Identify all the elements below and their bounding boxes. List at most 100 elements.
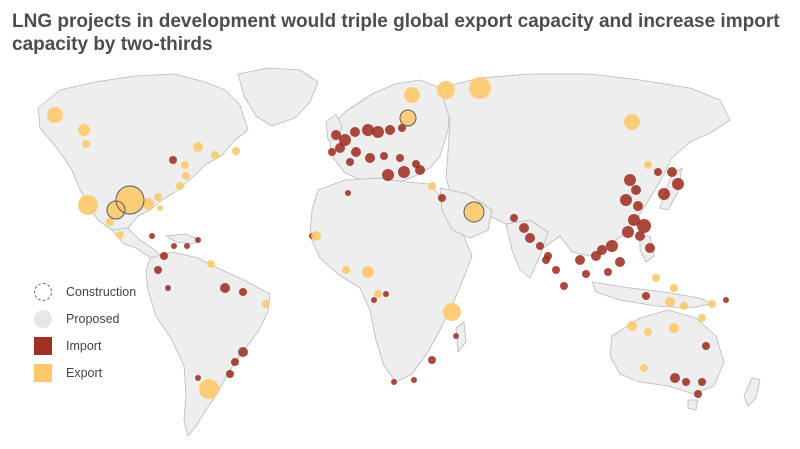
export-project-marker bbox=[207, 260, 215, 268]
import-project-marker bbox=[591, 251, 601, 261]
import-project-marker bbox=[169, 156, 177, 164]
new-zealand-landmass bbox=[743, 377, 761, 407]
chart-title: LNG projects in development would triple… bbox=[12, 11, 780, 55]
export-project-marker bbox=[665, 297, 675, 307]
import-project-marker bbox=[396, 154, 404, 162]
import-project-marker bbox=[383, 291, 389, 297]
import-project-marker bbox=[398, 124, 406, 132]
export-project-marker bbox=[437, 81, 455, 99]
import-project-marker bbox=[380, 152, 388, 160]
import-project-marker bbox=[231, 358, 239, 366]
import-project-marker bbox=[372, 126, 384, 138]
export-project-marker bbox=[680, 302, 688, 310]
import-project-marker bbox=[226, 370, 234, 378]
import-project-marker bbox=[171, 243, 177, 249]
export-project-marker bbox=[232, 147, 240, 155]
import-project-marker bbox=[582, 270, 590, 278]
caribbean-landmass bbox=[165, 233, 201, 245]
greenland-landmass bbox=[237, 67, 319, 127]
import-project-marker bbox=[346, 158, 354, 166]
import-project-marker bbox=[658, 188, 670, 200]
import-project-marker bbox=[670, 373, 680, 383]
construction-dashed-circle-icon bbox=[34, 282, 52, 301]
import-project-marker bbox=[645, 243, 655, 253]
import-project-marker bbox=[371, 297, 377, 303]
import-project-marker bbox=[351, 147, 361, 157]
export-project-marker bbox=[199, 379, 219, 399]
export-project-marker bbox=[211, 151, 219, 159]
proposed-circle-icon bbox=[34, 309, 52, 328]
import-project-marker bbox=[238, 347, 248, 357]
export-project-marker bbox=[116, 231, 124, 239]
import-project-marker bbox=[398, 166, 410, 178]
export-project-marker bbox=[644, 161, 652, 169]
import-project-marker bbox=[723, 297, 729, 303]
export-project-marker bbox=[428, 182, 436, 190]
export-project-marker bbox=[374, 290, 382, 298]
export-project-marker bbox=[669, 323, 679, 333]
construction-project-outline bbox=[399, 109, 417, 127]
import-project-marker bbox=[654, 168, 662, 176]
export-project-marker bbox=[154, 193, 162, 201]
legend-label: Import bbox=[66, 338, 102, 353]
madagascar-landmass bbox=[455, 321, 467, 353]
import-project-marker bbox=[604, 268, 612, 276]
import-project-marker bbox=[165, 285, 171, 291]
import-project-marker bbox=[667, 167, 677, 177]
import-project-marker bbox=[345, 190, 351, 196]
export-project-marker bbox=[142, 198, 154, 210]
import-project-marker bbox=[622, 226, 634, 238]
import-project-marker bbox=[391, 379, 397, 385]
construction-project-outline bbox=[463, 201, 485, 223]
import-project-marker bbox=[149, 233, 155, 239]
import-project-marker bbox=[453, 333, 459, 339]
south-america-landmass bbox=[145, 251, 271, 437]
legend-label: Construction bbox=[66, 284, 137, 299]
export-project-marker bbox=[404, 87, 420, 103]
import-project-marker bbox=[510, 214, 518, 222]
import-project-marker bbox=[642, 292, 650, 300]
import-project-marker bbox=[536, 242, 544, 250]
export-project-marker bbox=[627, 321, 637, 331]
import-project-marker bbox=[160, 252, 168, 260]
import-project-marker bbox=[350, 127, 360, 137]
export-project-marker bbox=[644, 328, 652, 336]
import-project-marker bbox=[154, 266, 162, 274]
export-project-marker bbox=[464, 202, 484, 222]
export-project-marker bbox=[624, 114, 640, 130]
import-project-marker bbox=[328, 148, 336, 156]
legend-label: Proposed bbox=[66, 311, 120, 326]
import-project-marker bbox=[624, 174, 636, 186]
legend-item-export: Export bbox=[34, 359, 194, 386]
export-project-marker bbox=[670, 284, 678, 292]
import-project-marker bbox=[428, 356, 436, 364]
africa-landmass bbox=[309, 177, 473, 383]
import-project-marker bbox=[382, 169, 394, 181]
import-project-marker bbox=[631, 185, 641, 195]
import-project-marker bbox=[385, 125, 395, 135]
import-project-marker bbox=[633, 201, 643, 211]
import-project-marker bbox=[362, 124, 374, 136]
construction-project-outline bbox=[115, 185, 145, 215]
legend: Construction Proposed Import Export bbox=[34, 278, 194, 386]
import-project-marker bbox=[682, 378, 690, 386]
import-project-marker bbox=[694, 390, 702, 398]
export-project-marker bbox=[708, 300, 716, 308]
import-project-marker bbox=[702, 342, 710, 350]
import-project-marker bbox=[560, 282, 568, 290]
export-project-marker bbox=[78, 124, 90, 136]
legend-label: Export bbox=[66, 365, 103, 380]
import-project-marker bbox=[411, 377, 417, 383]
import-project-marker bbox=[637, 219, 651, 233]
india-landmass bbox=[505, 219, 549, 279]
import-square-icon bbox=[34, 336, 52, 355]
import-project-marker bbox=[415, 165, 425, 175]
import-project-marker bbox=[628, 214, 640, 226]
import-project-marker bbox=[195, 375, 201, 381]
export-project-marker bbox=[469, 77, 491, 99]
import-project-marker bbox=[365, 153, 375, 163]
export-project-marker bbox=[698, 314, 706, 322]
construction-project-outline bbox=[106, 200, 126, 220]
import-project-marker bbox=[620, 194, 632, 206]
export-project-marker bbox=[176, 182, 184, 190]
